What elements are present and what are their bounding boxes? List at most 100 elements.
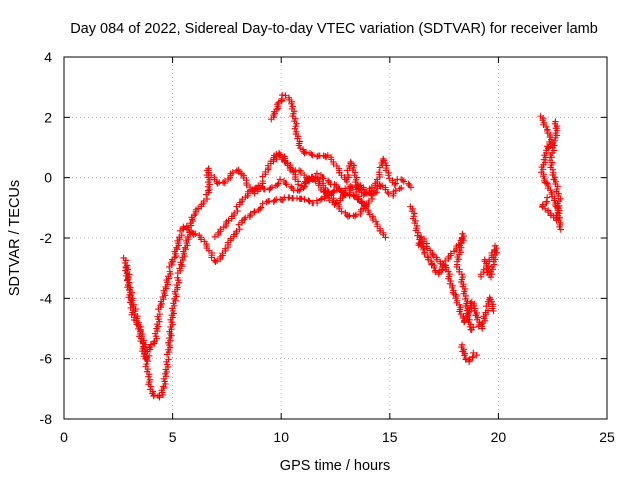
data-point: [386, 175, 393, 182]
data-point: [305, 178, 313, 185]
data-point: [259, 200, 266, 207]
data-point: [384, 188, 391, 196]
data-point: [267, 185, 274, 192]
data-point: [273, 106, 280, 113]
data-point: [344, 213, 352, 220]
data-point: [236, 225, 243, 233]
data-point: [227, 235, 234, 242]
y-tick-label: 2: [44, 109, 52, 125]
data-point: [414, 229, 422, 236]
data-point: [319, 173, 326, 181]
data-point: [466, 356, 473, 363]
data-point: [458, 271, 466, 278]
data-point: [405, 180, 412, 187]
data-point: [557, 226, 564, 233]
data-point: [171, 254, 178, 261]
y-tick-label: -8: [40, 411, 53, 427]
data-point: [156, 310, 164, 318]
data-point: [242, 214, 249, 221]
data-point: [147, 341, 154, 348]
data-point: [276, 151, 284, 158]
data-point: [207, 172, 215, 179]
data-point: [399, 176, 407, 184]
x-axis-label: GPS time / hours: [280, 458, 390, 474]
data-point: [439, 263, 446, 270]
data-point: [392, 187, 399, 194]
data-point: [124, 276, 131, 283]
data-point: [247, 210, 254, 218]
data-point: [302, 149, 310, 156]
data-point: [197, 236, 205, 243]
data-points: [120, 91, 564, 401]
series-track-d: [268, 91, 415, 199]
data-point: [392, 180, 399, 187]
data-point: [275, 99, 282, 107]
data-point: [370, 187, 378, 194]
data-point: [213, 257, 221, 265]
data-point: [286, 194, 293, 201]
data-point: [391, 181, 398, 189]
data-point: [301, 150, 308, 157]
data-point: [357, 182, 364, 189]
data-point: [338, 172, 345, 179]
data-point: [255, 182, 262, 189]
data-point: [176, 227, 184, 234]
data-point: [313, 197, 321, 204]
data-point: [330, 160, 337, 168]
data-point: [407, 184, 415, 191]
data-point: [225, 217, 232, 224]
data-point: [338, 208, 345, 215]
data-point: [298, 195, 305, 202]
data-point: [349, 184, 356, 191]
data-point: [290, 168, 297, 175]
data-point: [433, 256, 441, 263]
data-point: [376, 227, 384, 234]
data-point: [447, 250, 455, 257]
data-point: [233, 227, 240, 235]
data-point: [335, 185, 342, 192]
data-point: [435, 268, 443, 275]
data-point: [229, 169, 237, 176]
data-point: [344, 171, 352, 179]
y-tick-label: 4: [44, 49, 52, 65]
grid-layer: [64, 57, 607, 419]
data-point: [147, 383, 155, 390]
data-point: [429, 252, 437, 260]
data-point: [470, 349, 477, 357]
data-point: [421, 250, 428, 258]
data-point: [313, 170, 321, 177]
data-point: [208, 254, 215, 261]
data-point: [145, 373, 152, 380]
data-point: [481, 256, 488, 263]
data-point: [145, 352, 153, 360]
data-point: [166, 268, 174, 275]
data-point: [347, 160, 354, 167]
data-point: [355, 183, 362, 190]
data-point: [203, 195, 211, 203]
data-point: [539, 201, 547, 208]
x-tick-label: 10: [273, 429, 289, 445]
data-point: [351, 169, 359, 176]
data-point: [317, 196, 325, 203]
data-point: [261, 185, 268, 193]
series-track-c: [211, 174, 368, 240]
data-point: [165, 356, 172, 363]
data-point: [332, 200, 339, 207]
data-point: [473, 351, 480, 359]
data-point: [278, 91, 286, 99]
data-point: [283, 159, 291, 167]
data-point: [150, 391, 158, 399]
data-point: [385, 172, 392, 179]
data-point: [415, 240, 423, 247]
data-point: [554, 183, 561, 190]
data-point: [382, 234, 389, 241]
data-point: [351, 213, 359, 220]
data-point: [326, 196, 333, 204]
data-point: [324, 177, 332, 184]
data-point: [355, 196, 362, 203]
data-point: [301, 196, 308, 203]
series-track-e: [270, 149, 405, 199]
chart-title: Day 084 of 2022, Sidereal Day-to-day VTE…: [70, 21, 598, 37]
data-point: [268, 184, 276, 191]
data-point: [396, 185, 403, 193]
